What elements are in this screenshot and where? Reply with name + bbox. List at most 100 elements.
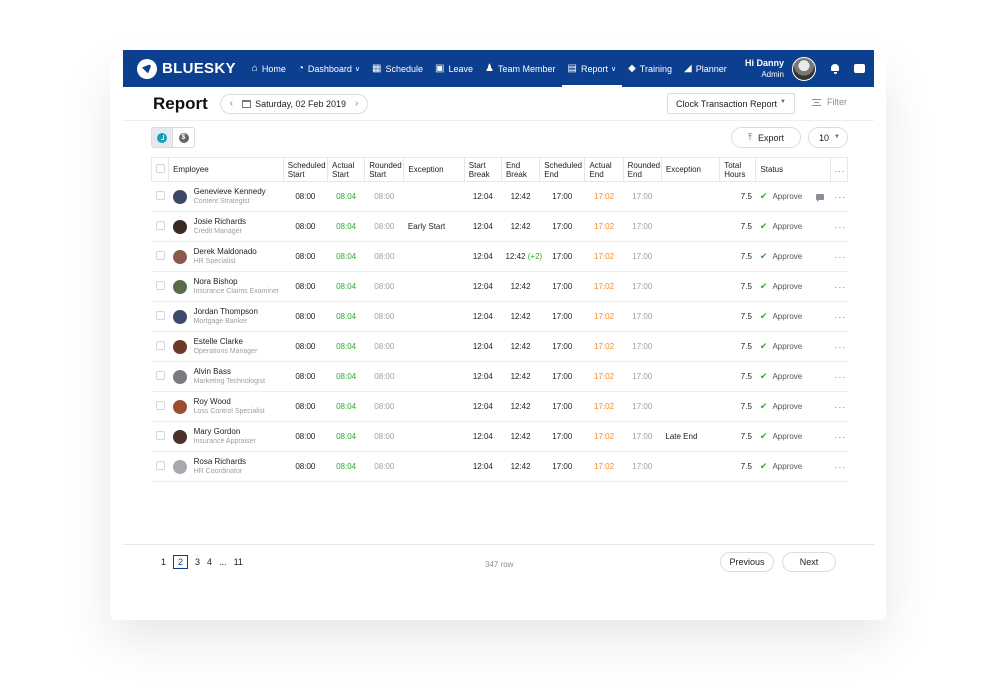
nav-item-training[interactable]: ◆ Training [622, 50, 678, 87]
previous-button[interactable]: Previous [720, 552, 774, 572]
col-rounded-start[interactable]: Rounded Start [364, 157, 405, 182]
row-checkbox[interactable] [155, 251, 165, 260]
top-navbar: BLUESKY ⌂ Home ◔ Dashboard ∨ ▦ Schedule ▣ Leave ♟… [123, 50, 874, 87]
scheduled-start: 08:00 [283, 241, 328, 272]
row-checkbox[interactable] [155, 191, 165, 200]
col-actual-start[interactable]: Actual Start [327, 157, 366, 182]
col-start-break[interactable]: Start Break [464, 157, 502, 182]
nav-item-team-member[interactable]: ♟ Team Member [479, 50, 561, 87]
end-break: 12:42 [510, 282, 531, 291]
cost-view-toggle[interactable]: $ [173, 128, 194, 147]
table-row[interactable]: Derek Maldonado HR Specialist 08:00 08:04 08… [151, 241, 848, 272]
col-exception-start[interactable]: Exception [403, 157, 465, 182]
more-options-icon[interactable]: ··· [834, 221, 847, 232]
chevron-left-icon[interactable]: ‹ [229, 98, 234, 109]
col-total-hours[interactable]: Total Hours [719, 157, 757, 182]
more-options-icon[interactable]: ··· [834, 401, 847, 412]
more-options-icon[interactable]: ··· [834, 281, 847, 292]
page-1-link[interactable]: 1 [161, 557, 167, 567]
export-button[interactable]: ⤒ Export [731, 127, 801, 148]
brand-logo[interactable]: BLUESKY [137, 58, 236, 79]
employee-cell: Estelle Clarke Operations Manager [168, 331, 284, 362]
more-options-icon[interactable]: ··· [834, 311, 847, 322]
end-break: 12:42 [510, 342, 531, 351]
nav-item-dashboard[interactable]: ◔ Dashboard ∨ [292, 50, 366, 87]
row-checkbox[interactable] [155, 341, 165, 350]
nav-right: Hi Danny Admin [745, 50, 874, 87]
report-type-select[interactable]: Clock Transaction Report ▼ [667, 93, 795, 114]
page-4-link[interactable]: 4 [207, 557, 213, 567]
table-row[interactable]: Rosa Richards HR Coordinator 08:00 08:04 08:… [151, 451, 848, 482]
col-rounded-end[interactable]: Rounded End [623, 157, 662, 182]
printer-icon[interactable] [854, 64, 865, 73]
row-checkbox[interactable] [155, 221, 165, 230]
nav-item-schedule[interactable]: ▦ Schedule [366, 50, 429, 87]
select-all-checkbox[interactable] [156, 164, 165, 173]
end-break-cell: 12:42 [501, 211, 540, 242]
nav-item-planner[interactable]: ◢ Planner [678, 50, 733, 87]
date-picker[interactable]: ‹ Saturday, 02 Feb 2019 › [219, 93, 369, 114]
more-options-icon[interactable]: ··· [834, 341, 847, 352]
table-row[interactable]: Josie Richards Credit Manager 08:00 08:04 08… [151, 211, 848, 242]
scheduled-end: 17:00 [539, 181, 585, 212]
more-options-icon[interactable]: ··· [834, 431, 847, 442]
nav-item-home[interactable]: ⌂ Home [246, 50, 292, 87]
actual-start: 08:04 [327, 331, 365, 362]
table-row[interactable]: Estelle Clarke Operations Manager 08:00 08:… [151, 331, 848, 362]
actual-end: 17:02 [584, 301, 624, 332]
col-scheduled-end[interactable]: Scheduled End [539, 157, 586, 182]
table-row[interactable]: Jordan Thompson Mortgage Banker 08:00 08:04… [151, 301, 848, 332]
col-status[interactable]: Status [755, 157, 831, 182]
more-options-icon[interactable]: ··· [834, 461, 847, 472]
row-checkbox[interactable] [155, 281, 165, 290]
col-exception-end[interactable]: Exception [661, 157, 721, 182]
time-view-toggle[interactable] [152, 128, 173, 147]
table-row[interactable]: Alvin Bass Marketing Technologist 08:00 08:… [151, 361, 848, 392]
nav-item-leave[interactable]: ▣ Leave [429, 50, 479, 87]
page-11-link[interactable]: 11 [233, 557, 243, 567]
table-row[interactable]: Genevieve Kennedy Content Strategist 08:00… [151, 181, 848, 212]
home-icon: ⌂ [251, 62, 258, 74]
chevron-right-icon[interactable]: › [355, 98, 359, 109]
col-more[interactable]: ... [830, 157, 849, 182]
nav-item-label: Report [580, 63, 608, 74]
check-icon: ✔ [759, 281, 768, 291]
more-options-icon[interactable]: ··· [834, 371, 847, 382]
row-checkbox[interactable] [155, 371, 165, 380]
employee-title: Insurance Appraiser [193, 437, 256, 445]
page-2-link[interactable]: 2 [173, 555, 189, 569]
table-row[interactable]: Nora Bishop Insurance Claims Examiner 08:0… [151, 271, 848, 302]
more-options-icon[interactable]: ··· [834, 191, 847, 202]
filter-button[interactable]: Filter [812, 97, 847, 107]
leave-icon: ▣ [435, 62, 445, 74]
table-row[interactable]: Roy Wood Loss Control Specialist 08:00 08:0… [151, 391, 848, 422]
row-checkbox[interactable] [155, 431, 165, 440]
table-row[interactable]: Mary Gordon Insurance Appraiser 08:00 08:04… [151, 421, 848, 452]
col-employee[interactable]: Employee [168, 157, 284, 182]
col-actual-end[interactable]: Actual End [584, 157, 624, 182]
page-size-select[interactable]: 10 ▼ [808, 127, 848, 148]
row-actions-cell: ··· [830, 421, 848, 452]
status-cell: ✔ Approve [755, 241, 831, 272]
page-3-link[interactable]: 3 [195, 557, 201, 567]
status-cell: ✔ Approve [755, 271, 831, 302]
employee-title: Credit Manager [193, 227, 242, 235]
user-info[interactable]: Hi Danny Admin [745, 58, 784, 80]
employee-avatar [172, 309, 187, 324]
more-options-icon[interactable]: ··· [834, 251, 847, 262]
col-end-break[interactable]: End Break [501, 157, 541, 182]
nav-item-report[interactable]: ▤ Report ∨ [561, 50, 623, 87]
row-actions-cell: ··· [830, 211, 848, 242]
row-actions-cell: ··· [830, 241, 848, 272]
comment-icon[interactable] [816, 194, 825, 202]
bell-icon[interactable] [830, 63, 840, 74]
next-button[interactable]: Next [782, 552, 836, 572]
scheduled-start: 08:00 [283, 211, 328, 242]
status-cell: ✔ Approve [755, 301, 831, 332]
col-scheduled-start[interactable]: Scheduled Start [283, 157, 329, 182]
row-checkbox[interactable] [155, 311, 165, 320]
row-checkbox[interactable] [155, 401, 165, 410]
rounded-end: 17:00 [623, 361, 662, 392]
user-avatar[interactable] [792, 56, 816, 81]
row-checkbox[interactable] [155, 461, 165, 470]
